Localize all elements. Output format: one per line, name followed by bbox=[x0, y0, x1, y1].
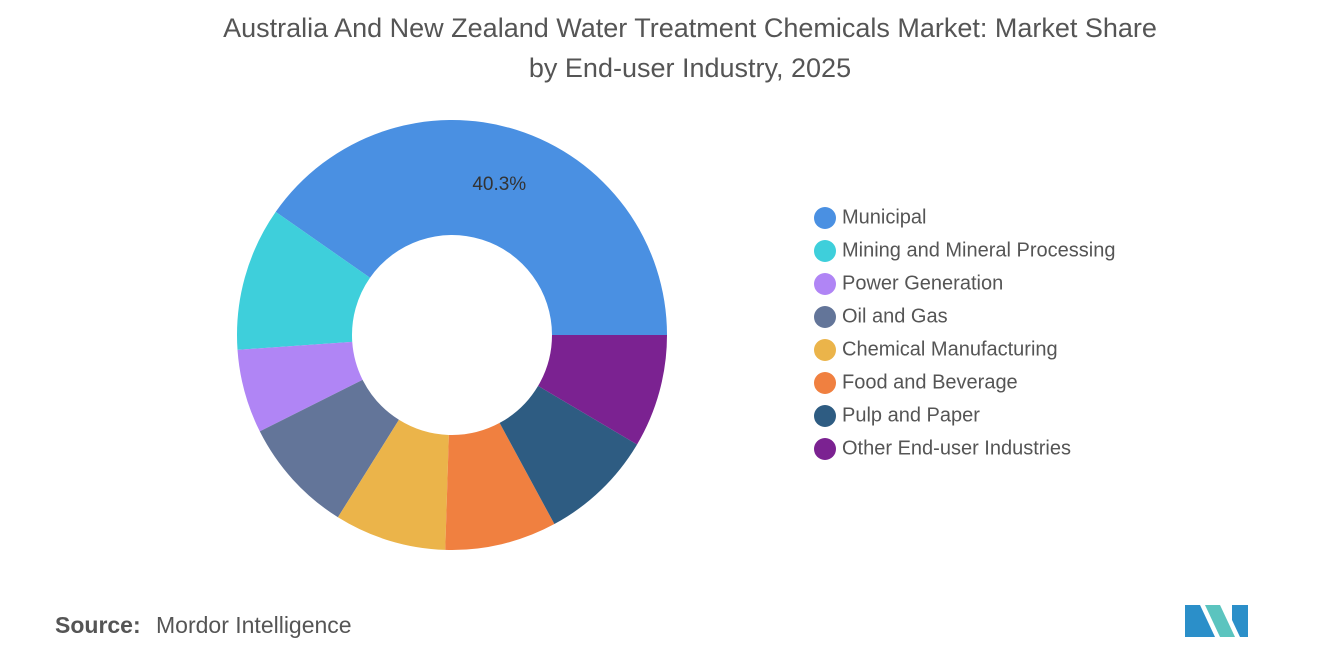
value-label: 40.3% bbox=[472, 174, 526, 195]
logo bbox=[1185, 605, 1248, 637]
legend-label: Power Generation bbox=[842, 272, 1003, 294]
legend-marker bbox=[814, 405, 836, 427]
legend-label: Other End-user Industries bbox=[842, 437, 1071, 459]
donut-slice bbox=[237, 341, 363, 432]
donut-slice bbox=[538, 335, 667, 445]
legend-label: Pulp and Paper bbox=[842, 404, 980, 426]
legend-marker bbox=[814, 372, 836, 394]
donut-slice bbox=[259, 379, 399, 518]
donut-slice bbox=[275, 119, 667, 336]
legend-label: Municipal bbox=[842, 206, 926, 228]
donut-slice bbox=[236, 211, 371, 350]
legend-marker bbox=[814, 339, 836, 361]
legend-label: Oil and Gas bbox=[842, 305, 948, 327]
legend-marker bbox=[814, 207, 836, 229]
legend-marker bbox=[814, 438, 836, 460]
legend-label: Mining and Mineral Processing bbox=[842, 239, 1115, 261]
donut-slice bbox=[499, 385, 638, 525]
legend-label: Chemical Manufacturing bbox=[842, 338, 1058, 360]
chart-title: Australia And New Zealand Water Treatmen… bbox=[223, 13, 1157, 43]
chart-subtitle: by End-user Industry, 2025 bbox=[529, 53, 851, 83]
donut-slice bbox=[337, 419, 449, 550]
source-label: Source: bbox=[55, 612, 141, 638]
legend-marker bbox=[814, 306, 836, 328]
donut-slice bbox=[445, 422, 555, 550]
source: Mordor Intelligence bbox=[156, 612, 352, 638]
legend-marker bbox=[814, 273, 836, 295]
legend-label: Food and Beverage bbox=[842, 371, 1018, 393]
legend-marker bbox=[814, 240, 836, 262]
